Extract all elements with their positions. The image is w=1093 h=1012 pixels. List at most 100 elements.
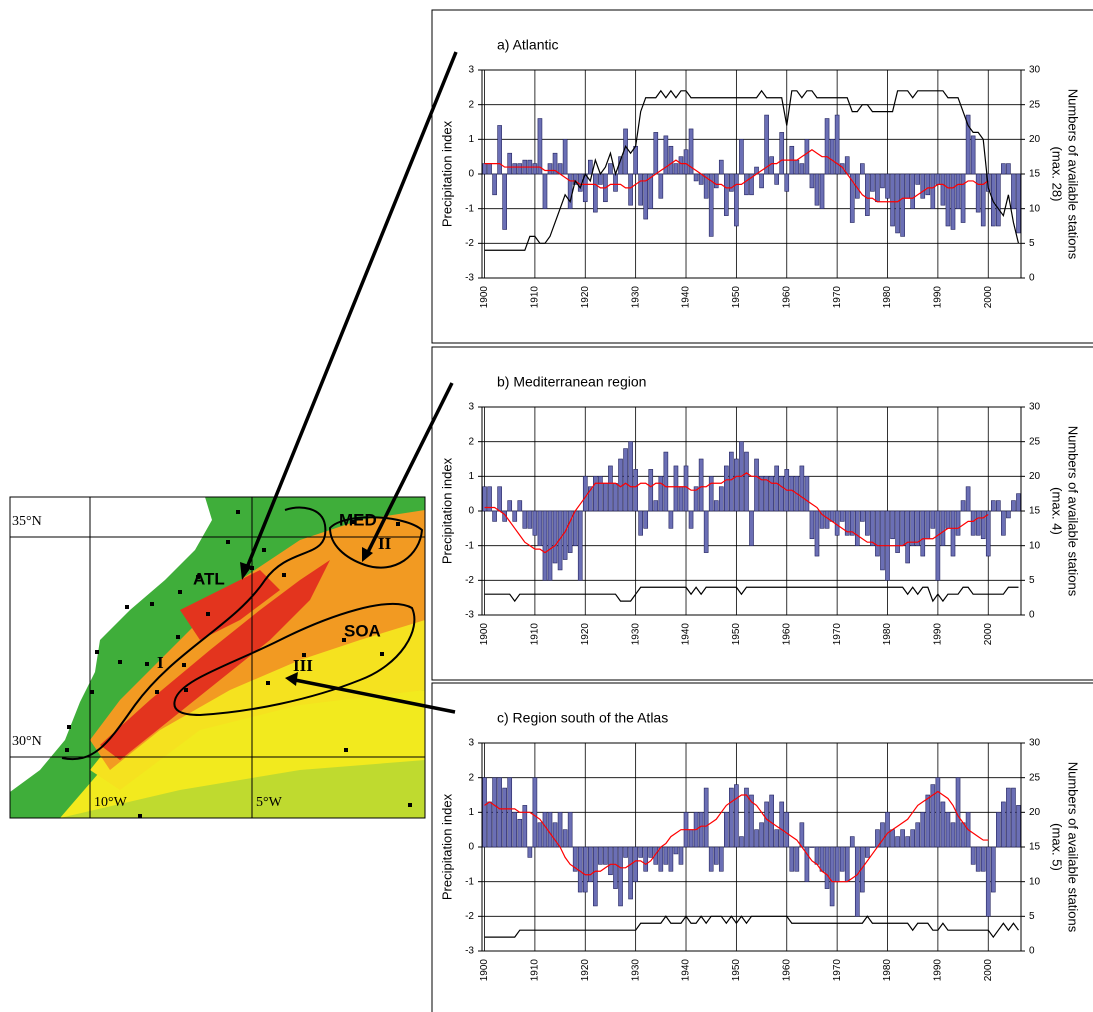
bar (493, 511, 497, 521)
bar (714, 501, 718, 511)
bar (578, 511, 582, 580)
bar (709, 174, 713, 236)
bar (855, 511, 859, 546)
x-tick-label: 1910 (530, 623, 541, 646)
bar (880, 511, 884, 570)
y2-tick-label: 10 (1029, 203, 1041, 214)
bar (734, 459, 738, 511)
bar (729, 788, 733, 847)
bar (885, 812, 889, 847)
bar (1001, 164, 1005, 174)
y2-axis-label: (max. 5) (1050, 823, 1065, 871)
bar (613, 847, 617, 889)
bar (800, 823, 804, 847)
bar (1006, 788, 1010, 847)
bar (724, 466, 728, 511)
bar (669, 847, 673, 871)
bar (951, 174, 955, 229)
y-tick-label: -3 (465, 946, 474, 957)
bar (775, 466, 779, 511)
bar (966, 487, 970, 511)
bar (891, 174, 895, 226)
y-tick-label: -2 (465, 911, 474, 922)
y-tick-label: 3 (468, 402, 474, 413)
y-tick-label: 1 (468, 134, 474, 145)
bar (870, 847, 874, 848)
y2-tick-label: 30 (1029, 738, 1041, 749)
bar (860, 164, 864, 174)
map: 35°N 30°N 10°W 5°W ATL MED SOA I II III (10, 497, 425, 818)
bar (548, 511, 552, 580)
bar (634, 146, 638, 174)
bar (749, 511, 753, 546)
bar (689, 830, 693, 847)
bar (674, 466, 678, 511)
bar (709, 476, 713, 511)
bar (1011, 501, 1015, 511)
x-tick-label: 1980 (882, 959, 893, 982)
bar (1011, 788, 1015, 847)
bar (639, 511, 643, 535)
bar (528, 847, 532, 857)
bar (951, 823, 955, 847)
x-tick-label: 1970 (832, 959, 843, 982)
zone-label: III (293, 656, 313, 675)
x-tick-label: 1940 (681, 959, 692, 982)
y-tick-label: 2 (468, 436, 474, 447)
y2-tick-label: 30 (1029, 402, 1041, 413)
bar (986, 511, 990, 556)
bar (593, 476, 597, 511)
bar (961, 174, 965, 223)
bar (654, 132, 658, 174)
bar (795, 160, 799, 174)
longitude-label: 10°W (94, 795, 128, 810)
x-tick-label: 1910 (530, 286, 541, 309)
y-tick-label: 2 (468, 99, 474, 110)
region-label: SOA (344, 621, 381, 640)
bar (860, 511, 864, 521)
latitude-label: 30°N (12, 734, 42, 749)
bar (830, 139, 834, 174)
bar (624, 847, 628, 857)
bar (825, 511, 829, 528)
bar (991, 501, 995, 511)
x-tick-label: 1950 (731, 959, 742, 982)
bar (921, 174, 925, 198)
bar (533, 778, 537, 847)
bar (936, 511, 940, 580)
bar (573, 511, 577, 546)
bar (523, 805, 527, 847)
bar (719, 160, 723, 174)
x-tick-label: 1920 (580, 286, 591, 309)
y2-tick-label: 0 (1029, 610, 1035, 621)
bar (498, 487, 502, 511)
bar (1016, 494, 1020, 511)
y2-axis-label: Numbers of available stations (1066, 426, 1081, 597)
bar (1016, 174, 1020, 233)
bar (744, 452, 748, 511)
bar (533, 164, 537, 174)
bar (704, 511, 708, 553)
bar (724, 812, 728, 847)
line (485, 916, 1019, 937)
bar (941, 174, 945, 205)
x-tick-label: 2000 (983, 286, 994, 309)
y2-tick-label: 15 (1029, 506, 1041, 517)
bar (553, 511, 557, 563)
latitude-label: 35°N (12, 514, 42, 529)
bar (719, 487, 723, 511)
bar (991, 847, 995, 892)
bar (558, 812, 562, 847)
bar (608, 164, 612, 174)
bar (744, 174, 748, 195)
bar (543, 174, 547, 209)
x-tick-label: 1940 (681, 286, 692, 309)
bar (543, 812, 547, 847)
y-tick-label: 2 (468, 772, 474, 783)
bar (835, 847, 839, 882)
bar (719, 847, 723, 871)
x-tick-label: 1950 (731, 623, 742, 646)
bar (901, 830, 905, 847)
bar (976, 174, 980, 212)
bar (684, 466, 688, 511)
